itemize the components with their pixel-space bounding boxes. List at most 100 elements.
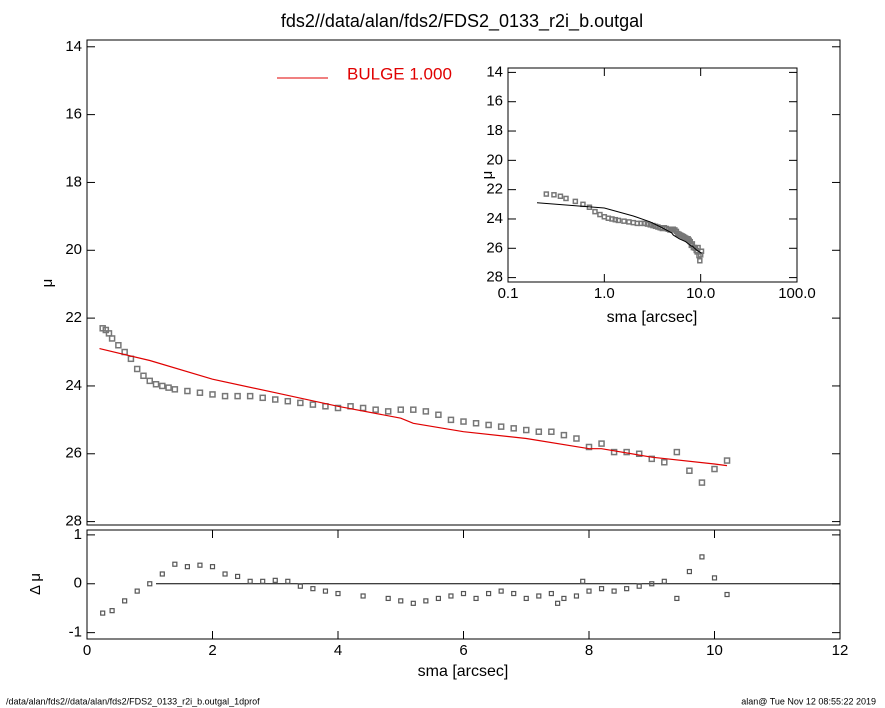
data-point bbox=[410, 406, 417, 413]
data-point bbox=[612, 216, 619, 223]
data-point bbox=[686, 467, 693, 474]
residual-point bbox=[586, 588, 592, 594]
residual-point bbox=[385, 595, 391, 602]
residual-point bbox=[172, 561, 178, 567]
legend-label: BULGE 1.000 bbox=[347, 64, 452, 83]
data-point bbox=[697, 257, 703, 264]
data-point bbox=[548, 428, 555, 435]
residual-point bbox=[310, 586, 316, 592]
data-point bbox=[209, 391, 216, 398]
residual-point bbox=[410, 600, 416, 606]
data-point bbox=[196, 389, 204, 396]
residual-point bbox=[498, 588, 504, 594]
residual-point bbox=[260, 578, 266, 584]
data-point bbox=[644, 221, 651, 227]
residual-point bbox=[209, 564, 216, 570]
data-point bbox=[472, 420, 480, 427]
data-point bbox=[234, 392, 241, 400]
x-tick-label: 100.0 bbox=[778, 285, 816, 302]
data-point bbox=[543, 191, 550, 197]
data-point bbox=[723, 457, 731, 464]
y-axis-title: μ bbox=[39, 279, 56, 288]
plot-frame bbox=[86, 39, 841, 526]
x-tick-label: 1.0 bbox=[594, 285, 615, 302]
data-point bbox=[165, 384, 172, 391]
y-tick-label: 14 bbox=[486, 63, 503, 80]
data-point bbox=[673, 448, 681, 456]
residual-point bbox=[561, 595, 567, 602]
residual-point bbox=[548, 590, 554, 597]
residual-point bbox=[322, 588, 329, 594]
residual-point bbox=[235, 573, 241, 580]
data-point bbox=[695, 244, 701, 251]
data-point bbox=[557, 193, 564, 200]
data-point bbox=[140, 372, 147, 380]
y-tick-label: 16 bbox=[486, 93, 503, 110]
y-tick-label: 24 bbox=[486, 210, 503, 227]
data-point bbox=[309, 401, 317, 408]
data-point bbox=[272, 396, 279, 403]
data-point bbox=[560, 431, 568, 439]
data-point bbox=[435, 411, 442, 419]
residual-point bbox=[686, 568, 693, 575]
x-axis-title: sma [arcsec] bbox=[418, 663, 509, 680]
data-point bbox=[572, 198, 579, 205]
residual-point bbox=[624, 586, 630, 592]
data-point bbox=[635, 450, 643, 458]
residual-point bbox=[247, 578, 253, 584]
y-tick-label: 28 bbox=[486, 269, 503, 286]
y-tick-label: 24 bbox=[65, 377, 82, 394]
data-point bbox=[159, 382, 166, 390]
residual-point bbox=[460, 590, 467, 597]
data-point bbox=[105, 330, 113, 337]
y-tick-label: 26 bbox=[486, 239, 503, 256]
data-point bbox=[585, 443, 593, 451]
data-point bbox=[598, 440, 605, 447]
residual-point bbox=[184, 564, 190, 570]
x-tick-label: 10 bbox=[706, 642, 723, 659]
data-point bbox=[621, 218, 627, 224]
data-point bbox=[422, 408, 430, 415]
chart-title: fds2//data/alan/fds2/FDS2_0133_r2i_b.out… bbox=[281, 11, 643, 32]
residual-point bbox=[197, 562, 203, 568]
data-point bbox=[284, 397, 292, 405]
residual-point bbox=[398, 598, 404, 604]
y-tick-label: 20 bbox=[65, 241, 82, 258]
residual-point bbox=[272, 577, 278, 583]
y-tick-label: 18 bbox=[486, 122, 503, 139]
x-tick-label: 10.0 bbox=[686, 285, 715, 302]
data-point bbox=[592, 208, 598, 215]
data-point bbox=[485, 421, 492, 429]
data-point bbox=[641, 220, 648, 227]
residual-point bbox=[360, 593, 366, 599]
data-point bbox=[563, 195, 569, 202]
residual-point bbox=[222, 571, 228, 577]
residual-point bbox=[297, 583, 303, 589]
residual-point bbox=[649, 581, 655, 587]
y-tick-label: 28 bbox=[65, 513, 82, 530]
residual-point bbox=[523, 595, 529, 602]
residual-point bbox=[100, 610, 106, 616]
data-point bbox=[184, 387, 191, 395]
residual-point bbox=[435, 595, 441, 602]
y-axis-title: Δ μ bbox=[27, 573, 44, 595]
y-tick-label: 0 bbox=[74, 575, 82, 592]
data-point bbox=[615, 217, 622, 224]
data-point bbox=[259, 394, 266, 402]
y-tick-label: 18 bbox=[65, 173, 82, 190]
residual-point bbox=[159, 571, 165, 577]
data-point bbox=[610, 448, 618, 456]
x-tick-label: 0.1 bbox=[498, 285, 519, 302]
plot-frame bbox=[86, 529, 841, 640]
y-tick-label: 20 bbox=[486, 151, 503, 168]
x-tick-label: 4 bbox=[334, 642, 342, 659]
residual-point bbox=[335, 590, 341, 597]
residual-point bbox=[448, 593, 454, 599]
residual-point bbox=[536, 593, 542, 599]
data-point bbox=[460, 418, 467, 425]
data-point bbox=[372, 406, 379, 413]
inset-bg bbox=[508, 68, 797, 282]
residual-point bbox=[134, 588, 140, 594]
x-axis-title: sma [arcsec] bbox=[607, 309, 698, 326]
data-point bbox=[221, 392, 229, 400]
